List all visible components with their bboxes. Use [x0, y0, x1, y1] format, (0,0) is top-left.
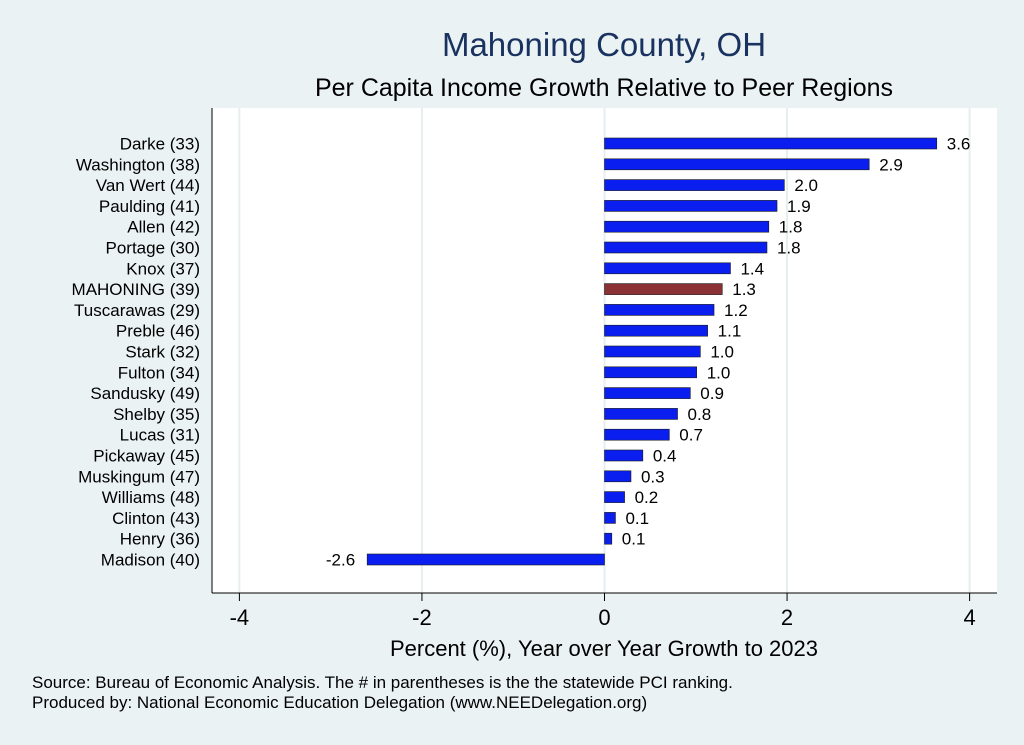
chart-title: Mahoning County, OH [441, 26, 767, 63]
bar [604, 491, 625, 503]
bar [604, 324, 708, 337]
bar [604, 137, 938, 150]
category-label: Madison (40) [101, 551, 200, 570]
category-label: Van Wert (44) [96, 176, 200, 195]
data-label: 0.1 [622, 530, 646, 549]
bar [604, 470, 632, 483]
bar [604, 262, 731, 275]
category-label: Clinton (43) [112, 509, 200, 528]
category-label: Williams (48) [102, 488, 200, 507]
bar [604, 241, 768, 254]
category-label: MAHONING (39) [72, 280, 200, 299]
category-label: Knox (37) [126, 259, 200, 278]
bar-highlight [604, 283, 723, 295]
value-labels: 3.6 2.9 2.0 1.9 1.8 1.8 1.4 1.3 1.2 1.1 1.01.0 0.9 0… [326, 135, 971, 570]
category-label: Pickaway (45) [93, 447, 200, 466]
x-tick-label: 4 [963, 605, 975, 630]
source-text: Source: Bureau of Economic Analysis. The… [32, 673, 733, 692]
data-label: 1.1 [718, 322, 742, 341]
bar [604, 512, 616, 524]
source-note: Source: Bureau of Economic Analysis. The… [32, 673, 733, 713]
data-label: 0.1 [625, 509, 649, 528]
data-label: 1.3 [732, 280, 756, 299]
bar [604, 179, 785, 191]
bar [604, 366, 697, 379]
data-label: 0.3 [641, 467, 665, 486]
data-label: 1.2 [724, 301, 748, 320]
bar [604, 387, 691, 399]
category-labels: Darke (33)Washington (38) Van Wert (44) Pa… [72, 135, 200, 570]
data-label: 1.0 [710, 343, 734, 362]
data-label: 1.8 [777, 239, 801, 258]
category-label: Stark (32) [125, 343, 200, 362]
category-label: Muskingum (47) [78, 467, 200, 486]
bar [604, 158, 870, 171]
category-label: Lucas (31) [120, 426, 200, 445]
bar [604, 532, 613, 545]
bar [604, 428, 670, 441]
category-label: Preble (46) [116, 322, 200, 341]
data-label: 0.7 [679, 426, 703, 445]
category-label: Sandusky (49) [90, 384, 200, 403]
bar [604, 449, 644, 462]
x-tick-label: -2 [412, 605, 432, 630]
bar [604, 408, 678, 420]
data-label: 2.0 [794, 176, 818, 195]
data-label: 0.2 [635, 488, 659, 507]
x-tick-label: 0 [598, 605, 610, 630]
x-axis-title: Percent (%), Year over Year Growth to 20… [390, 636, 818, 661]
x-ticks: -4 -2 0 2 4 [230, 593, 976, 630]
bar [604, 200, 778, 212]
category-label: Paulding (41) [99, 197, 200, 216]
category-label: Allen (42) [127, 218, 200, 237]
data-label: 0.9 [700, 384, 724, 403]
bar [604, 345, 701, 358]
category-label: Portage (30) [106, 239, 201, 258]
bar [604, 220, 770, 233]
category-label: Darke (33) [120, 135, 200, 154]
category-label: Shelby (35) [113, 405, 200, 424]
bar [604, 304, 715, 316]
produced-by-text: Produced by: National Economic Education… [32, 693, 648, 712]
x-tick-label: -4 [230, 605, 250, 630]
data-label: 0.4 [653, 447, 677, 466]
data-label: 1.0 [707, 363, 731, 382]
data-label: 2.9 [879, 155, 903, 174]
category-label: Washington (38) [76, 155, 200, 174]
x-tick-label: 2 [781, 605, 793, 630]
data-label: 0.8 [688, 405, 712, 424]
data-label: -2.6 [326, 551, 355, 570]
category-label: Henry (36) [120, 530, 200, 549]
category-label: Fulton (34) [118, 363, 200, 382]
data-label: 1.4 [740, 259, 764, 278]
data-label: 3.6 [947, 135, 971, 154]
bars [366, 137, 938, 566]
bar [366, 553, 605, 566]
category-label: Tuscarawas (29) [74, 301, 200, 320]
chart-subtitle: Per Capita Income Growth Relative to Pee… [314, 74, 894, 102]
data-label: 1.8 [779, 218, 803, 237]
data-label: 1.9 [787, 197, 811, 216]
